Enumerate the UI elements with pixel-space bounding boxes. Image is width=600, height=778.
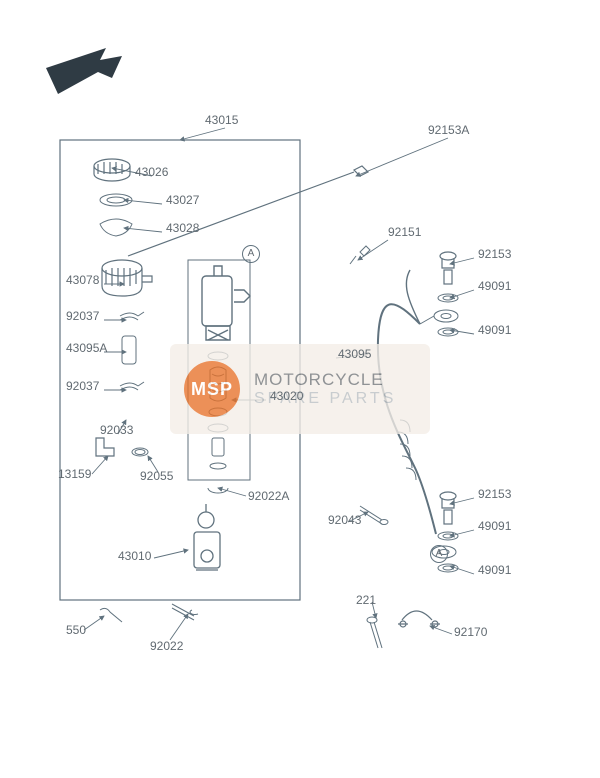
callout-43026: 43026 xyxy=(135,165,168,179)
leader-line xyxy=(180,128,225,140)
callout-A_top: A xyxy=(242,245,260,263)
master-cylinder-body xyxy=(202,266,250,340)
callout-92153: 92153 xyxy=(478,247,511,261)
washer-u1 xyxy=(438,294,458,302)
washer-u2 xyxy=(438,328,458,336)
callout-92151: 92151 xyxy=(388,225,421,239)
banjo-bolt-top-long xyxy=(128,166,368,256)
leader-line xyxy=(154,550,188,558)
callout-92153A: 92153A xyxy=(428,123,469,137)
banjo-bolt-lower xyxy=(440,492,456,524)
callout-A_bot: A xyxy=(430,545,448,563)
callout-49091a: 49091 xyxy=(478,279,511,293)
circlip xyxy=(208,488,228,493)
callout-43095: 43095 xyxy=(338,347,371,361)
hose-clamp-bracket xyxy=(398,611,440,627)
leader-line xyxy=(450,330,474,334)
leader-line xyxy=(124,228,162,232)
callout-43010: 43010 xyxy=(118,549,151,563)
leader-line xyxy=(356,138,448,176)
cotter-pin xyxy=(100,608,122,622)
leader-line xyxy=(430,626,452,634)
callout-92037a: 92037 xyxy=(66,309,99,323)
reservoir-cap xyxy=(94,159,130,181)
leader-line xyxy=(450,566,474,574)
hose-end-fitting xyxy=(360,506,388,525)
callout-550: 550 xyxy=(66,623,86,637)
callout-49091d: 49091 xyxy=(478,563,511,577)
piston-kit xyxy=(208,352,228,469)
callout-92170: 92170 xyxy=(454,625,487,639)
banjo-bolt-upper xyxy=(440,252,456,284)
assembly-box xyxy=(60,140,300,600)
diaphragm xyxy=(100,219,132,236)
leader-line xyxy=(218,488,246,496)
leader-line xyxy=(450,290,474,298)
callout-92022A: 92022A xyxy=(248,489,289,503)
leader-lines xyxy=(84,128,474,640)
callout-92037b: 92037 xyxy=(66,379,99,393)
hose-sleeve xyxy=(122,336,136,364)
banjo-fitting-upper xyxy=(420,310,458,324)
piston-subassembly-box xyxy=(188,260,250,480)
o-ring-small xyxy=(132,448,148,456)
clamp-upper xyxy=(120,312,144,320)
callout-49091c: 49091 xyxy=(478,519,511,533)
callout-43015: 43015 xyxy=(205,113,238,127)
callout-92055: 92055 xyxy=(140,469,173,483)
callout-43027: 43027 xyxy=(166,193,199,207)
callout-92033: 92033 xyxy=(100,423,133,437)
callout-92022: 92022 xyxy=(150,639,183,653)
callout-43028: 43028 xyxy=(166,221,199,235)
callout-43020: 43020 xyxy=(270,389,303,403)
callout-49091b: 49091 xyxy=(478,323,511,337)
callout-13159: 13159 xyxy=(58,467,91,481)
push-rod-clevis xyxy=(194,504,220,570)
washer-l1 xyxy=(438,532,458,540)
callout-43095A: 43095A xyxy=(66,341,107,355)
brake-hose xyxy=(378,270,436,534)
bleed-screw xyxy=(350,246,370,264)
clamp-lower xyxy=(120,382,144,390)
screw-221 xyxy=(367,617,382,648)
leader-line xyxy=(92,456,108,474)
leader-line xyxy=(84,616,104,630)
callout-43078: 43078 xyxy=(66,273,99,287)
direction-arrow xyxy=(46,48,122,94)
elbow-fitting xyxy=(96,438,114,456)
callout-92153b: 92153 xyxy=(478,487,511,501)
callout-92043: 92043 xyxy=(328,513,361,527)
leader-line xyxy=(170,614,188,640)
reservoir-body xyxy=(102,260,152,296)
callout-221: 221 xyxy=(356,593,376,607)
